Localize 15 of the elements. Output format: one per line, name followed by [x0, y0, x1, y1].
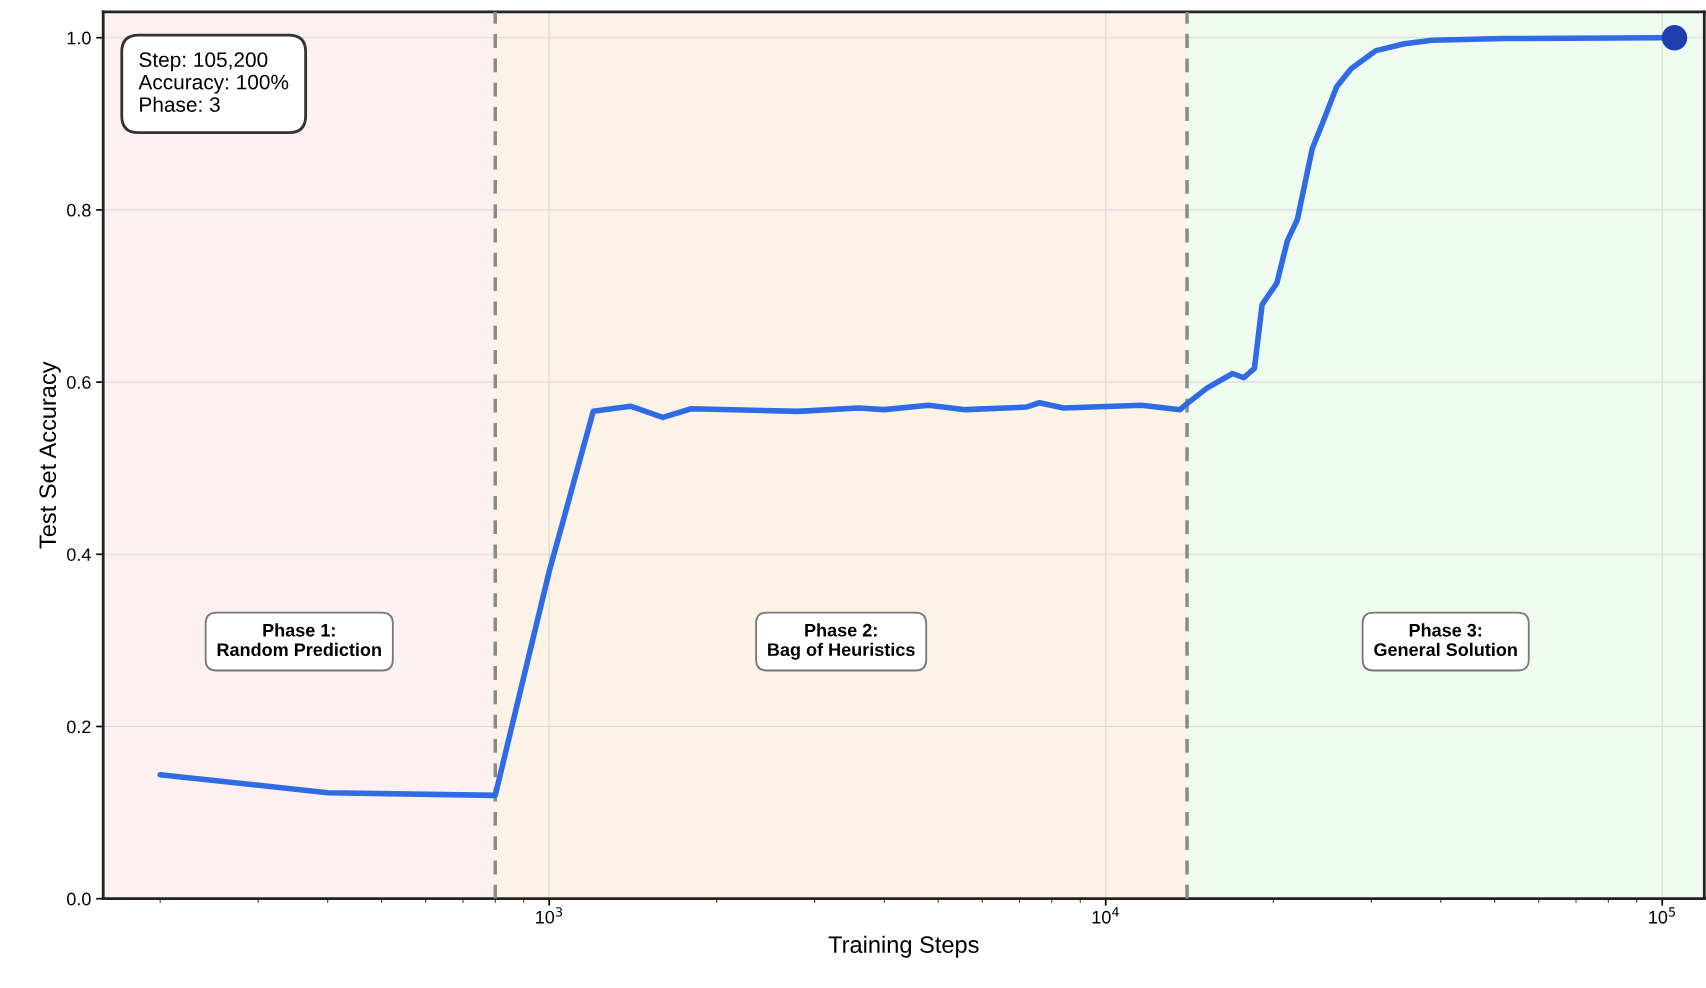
band-label: Phase 2: Bag of Heuristics [768, 623, 915, 660]
y-axis-title: Test Set Accuracy [39, 361, 61, 549]
x-tick-label: 10$^{3}$ [536, 907, 563, 924]
band-label: Phase 1: Random Prediction [217, 623, 381, 657]
x-axis-title: Training Steps [828, 935, 979, 958]
x-tick-label: 10$^{5}$ [1649, 907, 1675, 924]
x-tick-label: 10$^{4}$ [1092, 907, 1119, 924]
y-tick-label: 1.0 [67, 31, 91, 45]
annotation: Step: 105,200 Accuracy: 100% Phase: 3 [138, 52, 289, 112]
y-tick-label: 0.2 [67, 720, 91, 734]
y-tick-label: 0.0 [67, 892, 91, 906]
y-tick-label: 0.4 [67, 548, 91, 562]
band-label: Phase 3: General Solution [1374, 623, 1517, 657]
y-tick-label: 0.6 [67, 376, 91, 389]
y-tick-label: 0.8 [67, 203, 91, 217]
